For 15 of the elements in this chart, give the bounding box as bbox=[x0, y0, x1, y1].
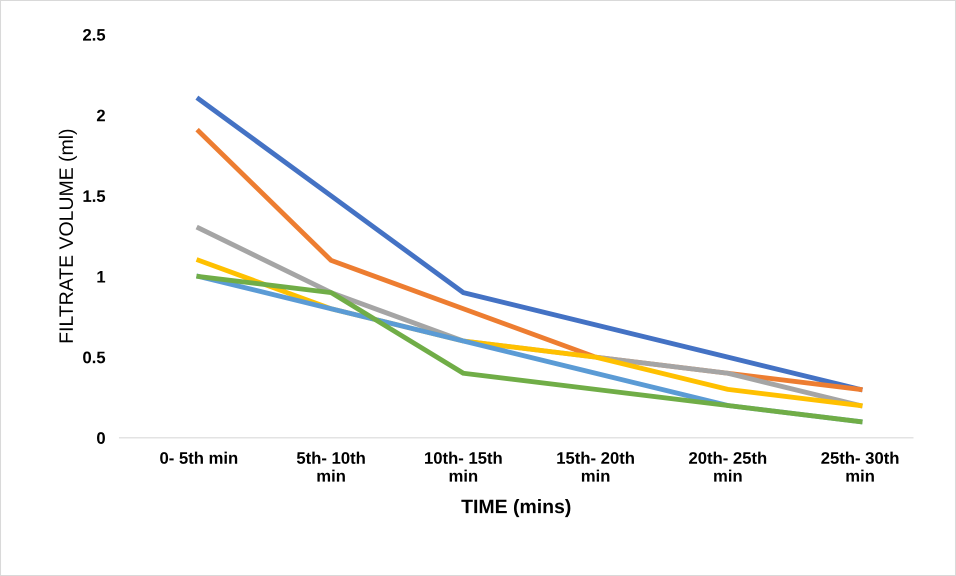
y-tick-label: 0 bbox=[97, 432, 105, 444]
x-tick-label: 20th- 25th min bbox=[689, 452, 766, 482]
line-series bbox=[196, 274, 863, 424]
x-tick-label: 10th- 15th min bbox=[425, 452, 502, 482]
y-tick-label: 0.5 bbox=[83, 352, 106, 364]
x-tick-label: 5th- 10th min bbox=[296, 452, 365, 482]
x-tick-label: 15th- 20th min bbox=[557, 452, 634, 482]
x-tick-label: 0- 5th min bbox=[160, 452, 238, 464]
x-axis-title: TIME (mins) bbox=[461, 499, 570, 518]
x-tick-label: 25th- 30th min bbox=[821, 452, 898, 482]
y-tick-label: 2.5 bbox=[83, 28, 106, 41]
y-axis-title: FILTRATE VOLUME (ml) bbox=[58, 130, 77, 342]
y-tick-label: 1.5 bbox=[83, 190, 106, 202]
y-tick-label: 1 bbox=[97, 271, 106, 283]
y-tick-label: 2 bbox=[96, 110, 105, 122]
